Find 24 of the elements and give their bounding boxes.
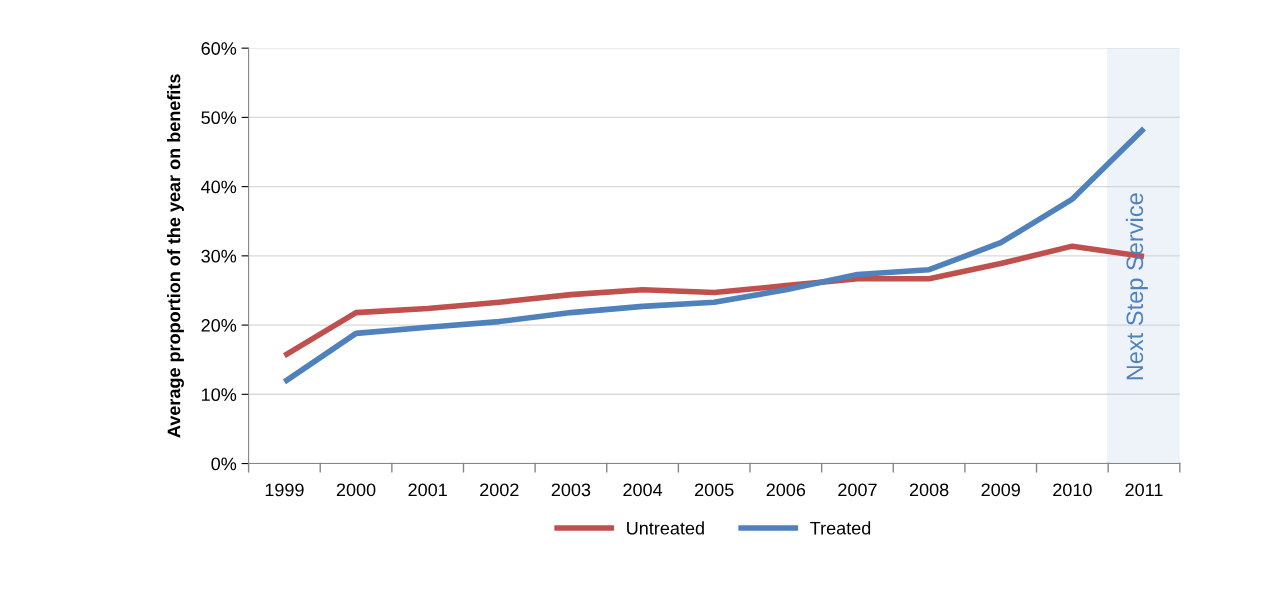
x-tick-label: 2008 [909,483,949,497]
x-tick-label: 1999 [265,483,304,497]
band-label: Next Step Service [1125,193,1148,380]
x-tick-label: 2009 [981,483,1020,497]
x-tick-label: 2004 [623,483,663,497]
x-tick-label: 2000 [336,483,376,497]
x-tick-label: 2001 [408,483,447,497]
y-axis-title: Average proportion of the year on benefits [167,74,184,438]
x-tick-label: 2007 [838,483,877,497]
legend-label: Untreated [627,521,704,535]
x-tick-label: 2006 [766,483,806,497]
y-tick-label: 60% [201,42,237,55]
y-tick-label: 0% [211,457,237,471]
x-tick-label: 2002 [480,483,519,497]
x-tick-label: 2010 [1053,483,1092,497]
y-tick-label: 20% [201,319,237,332]
y-tick-label: 30% [201,249,237,263]
legend-label: Treated [810,521,871,535]
y-tick-label: 10% [202,388,237,402]
x-tick-label: 2011 [1125,483,1163,497]
y-tick-label: 40% [201,180,237,194]
x-tick-label: 2003 [551,483,591,497]
y-tick-label: 50% [201,111,237,125]
x-tick-label: 2005 [695,483,734,497]
